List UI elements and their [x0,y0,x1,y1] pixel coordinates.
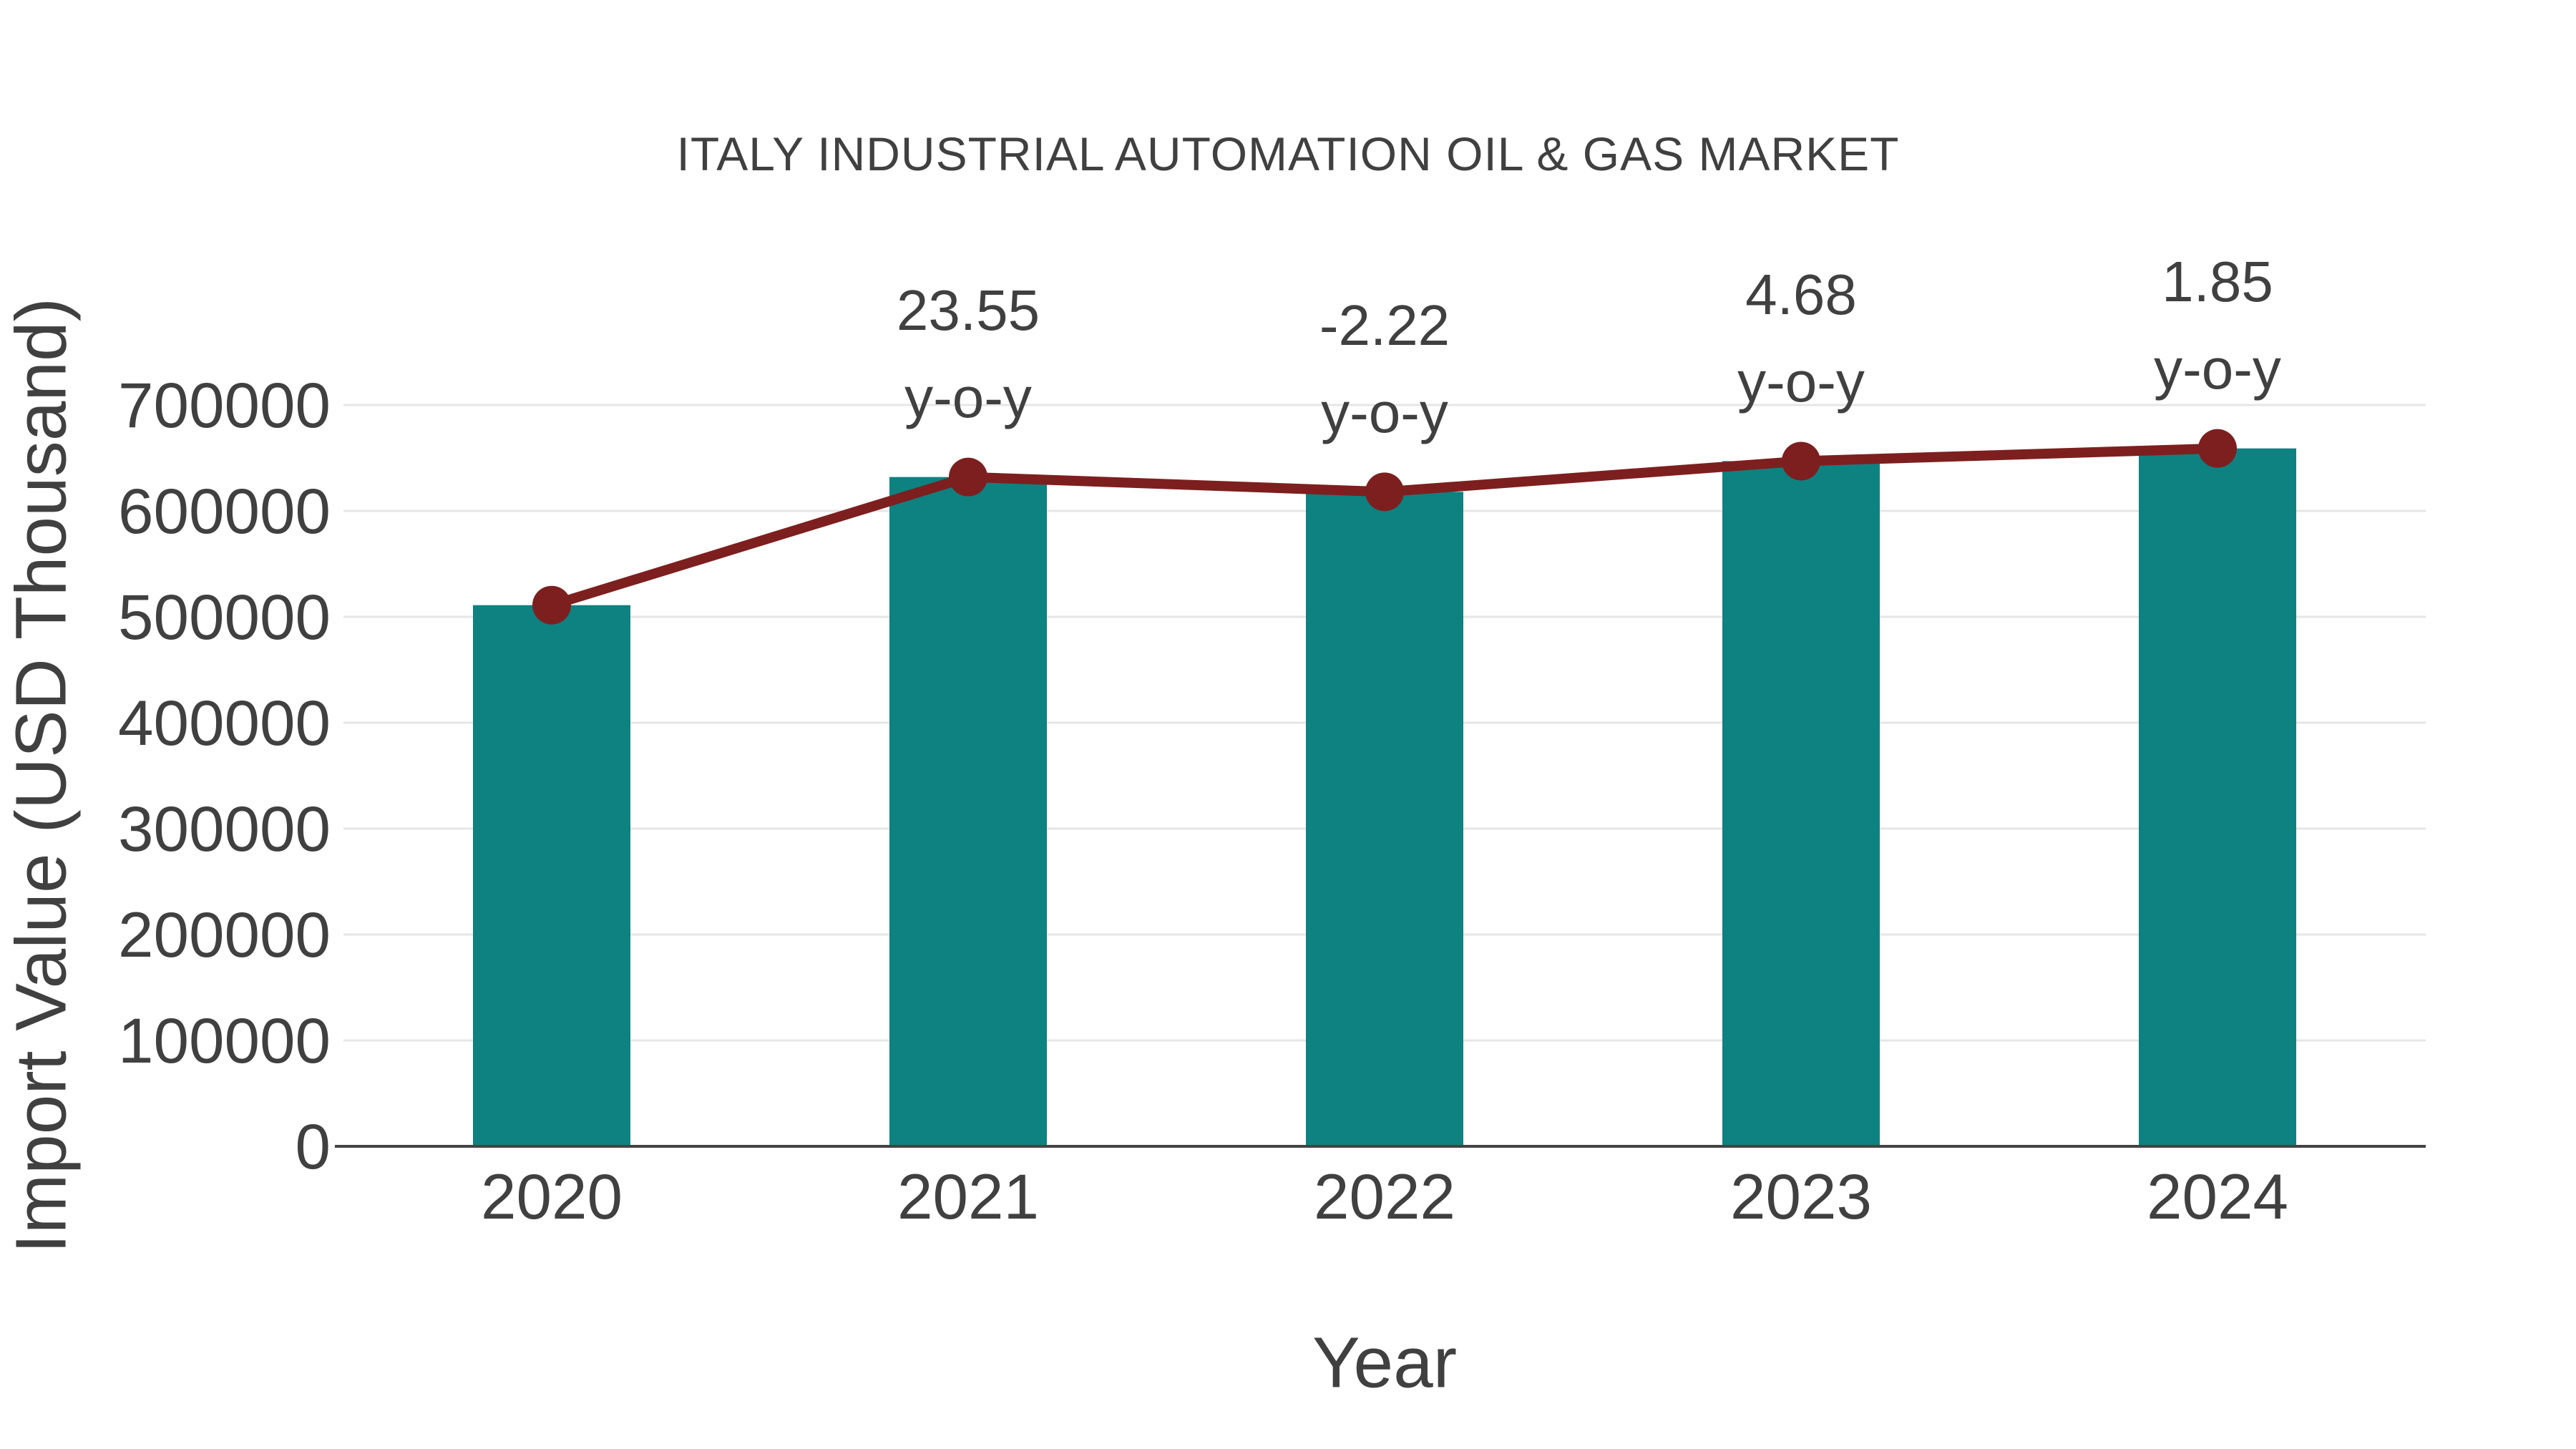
x-tick-label-2020: 2020 [481,1161,623,1232]
bar-2022 [1306,492,1463,1146]
x-tick-label-2023: 2023 [1730,1161,1872,1232]
yoy-value-2023: 4.68 [1745,263,1857,326]
x-axis-title: Year [1312,1322,1458,1403]
y-tick-label-0: 0 [296,1111,331,1182]
yoy-value-2021: 23.55 [897,278,1040,342]
y-tick-label-500000: 500000 [118,581,331,653]
data-point-2023 [1782,441,1820,481]
data-point-2024 [2198,429,2237,468]
yoy-suffix-2024: y-o-y [2154,337,2281,401]
y-tick-label-600000: 600000 [118,475,331,547]
data-point-2020 [532,585,571,625]
bar-2021 [889,477,1047,1146]
data-point-2021 [949,457,987,497]
x-tick-label-2024: 2024 [2147,1161,2288,1232]
yoy-value-2022: -2.22 [1319,293,1450,357]
y-tick-label-200000: 200000 [118,899,331,970]
x-tick-label-2022: 2022 [1314,1161,1455,1232]
y-tick-label-100000: 100000 [118,1005,331,1076]
x-tick-label-2021: 2021 [897,1161,1039,1232]
y-tick-label-700000: 700000 [118,369,331,441]
y-tick-label-400000: 400000 [118,687,331,758]
data-point-2022 [1365,472,1404,512]
yoy-suffix-2022: y-o-y [1321,381,1448,444]
y-tick-label-300000: 300000 [118,793,331,864]
yoy-value-2024: 1.85 [2162,250,2273,313]
yoy-suffix-2021: y-o-y [904,366,1032,429]
bar-2023 [1722,461,1880,1146]
bar-2024 [2139,448,2296,1146]
yoy-suffix-2023: y-o-y [1737,350,1865,414]
bar-2020 [473,605,630,1146]
chart-title: ITALY INDUSTRIAL AUTOMATION OIL & GAS MA… [676,127,1900,180]
